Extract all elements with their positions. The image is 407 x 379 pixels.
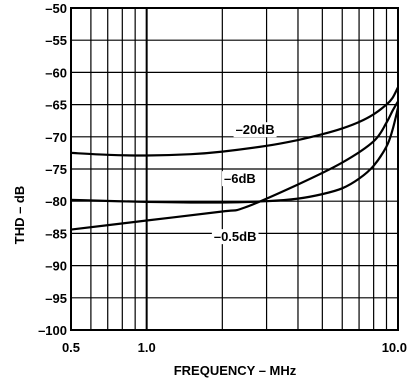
series-label-bg xyxy=(233,122,277,138)
grid xyxy=(70,7,399,331)
series-lines xyxy=(70,86,400,231)
x-tick-labels: 0.5 1.0 10.0 xyxy=(62,340,407,355)
y-tick-labels: –50 –55 –60 –65 –70 –75 –80 –85 –90 –95 –100 xyxy=(38,1,67,338)
y-tick-label: –85 xyxy=(45,226,67,241)
y-tick-label: –65 xyxy=(45,98,67,113)
y-tick-label: –60 xyxy=(45,65,67,80)
y-tick-label: –90 xyxy=(45,259,67,274)
y-tick-label: –50 xyxy=(45,1,67,16)
series-label-text: –6dB xyxy=(224,171,256,186)
series-labels: –20dB –6dB –0.5dB xyxy=(211,122,277,245)
series-label-1: –6dB xyxy=(222,171,258,187)
series-label-0: –20dB xyxy=(233,122,277,138)
series-label-text: –0.5dB xyxy=(214,229,257,244)
x-tick-label: 10.0 xyxy=(382,340,407,355)
series-label-bg xyxy=(222,171,258,187)
series-label-2: –0.5dB xyxy=(211,229,259,245)
y-tick-label: –100 xyxy=(38,323,67,338)
series-line-2 xyxy=(70,100,399,231)
plot-border xyxy=(70,7,399,331)
series-line-0 xyxy=(70,86,399,157)
y-tick-label: –95 xyxy=(45,291,67,306)
y-axis-title: THD – dB xyxy=(12,186,27,245)
y-tick-label: –55 xyxy=(45,33,67,48)
y-tick-label: –70 xyxy=(45,130,67,145)
x-tick-label: 0.5 xyxy=(62,340,80,355)
series-label-text: –20dB xyxy=(236,122,275,137)
series-label-bg xyxy=(211,229,259,245)
plot-frame xyxy=(70,7,399,331)
x-tick-label: 1.0 xyxy=(138,340,156,355)
y-tick-label: –75 xyxy=(45,162,67,177)
y-tick-label: –80 xyxy=(45,194,67,209)
x-axis-title: FREQUENCY – MHz xyxy=(174,363,297,378)
series-line-1 xyxy=(70,107,400,204)
